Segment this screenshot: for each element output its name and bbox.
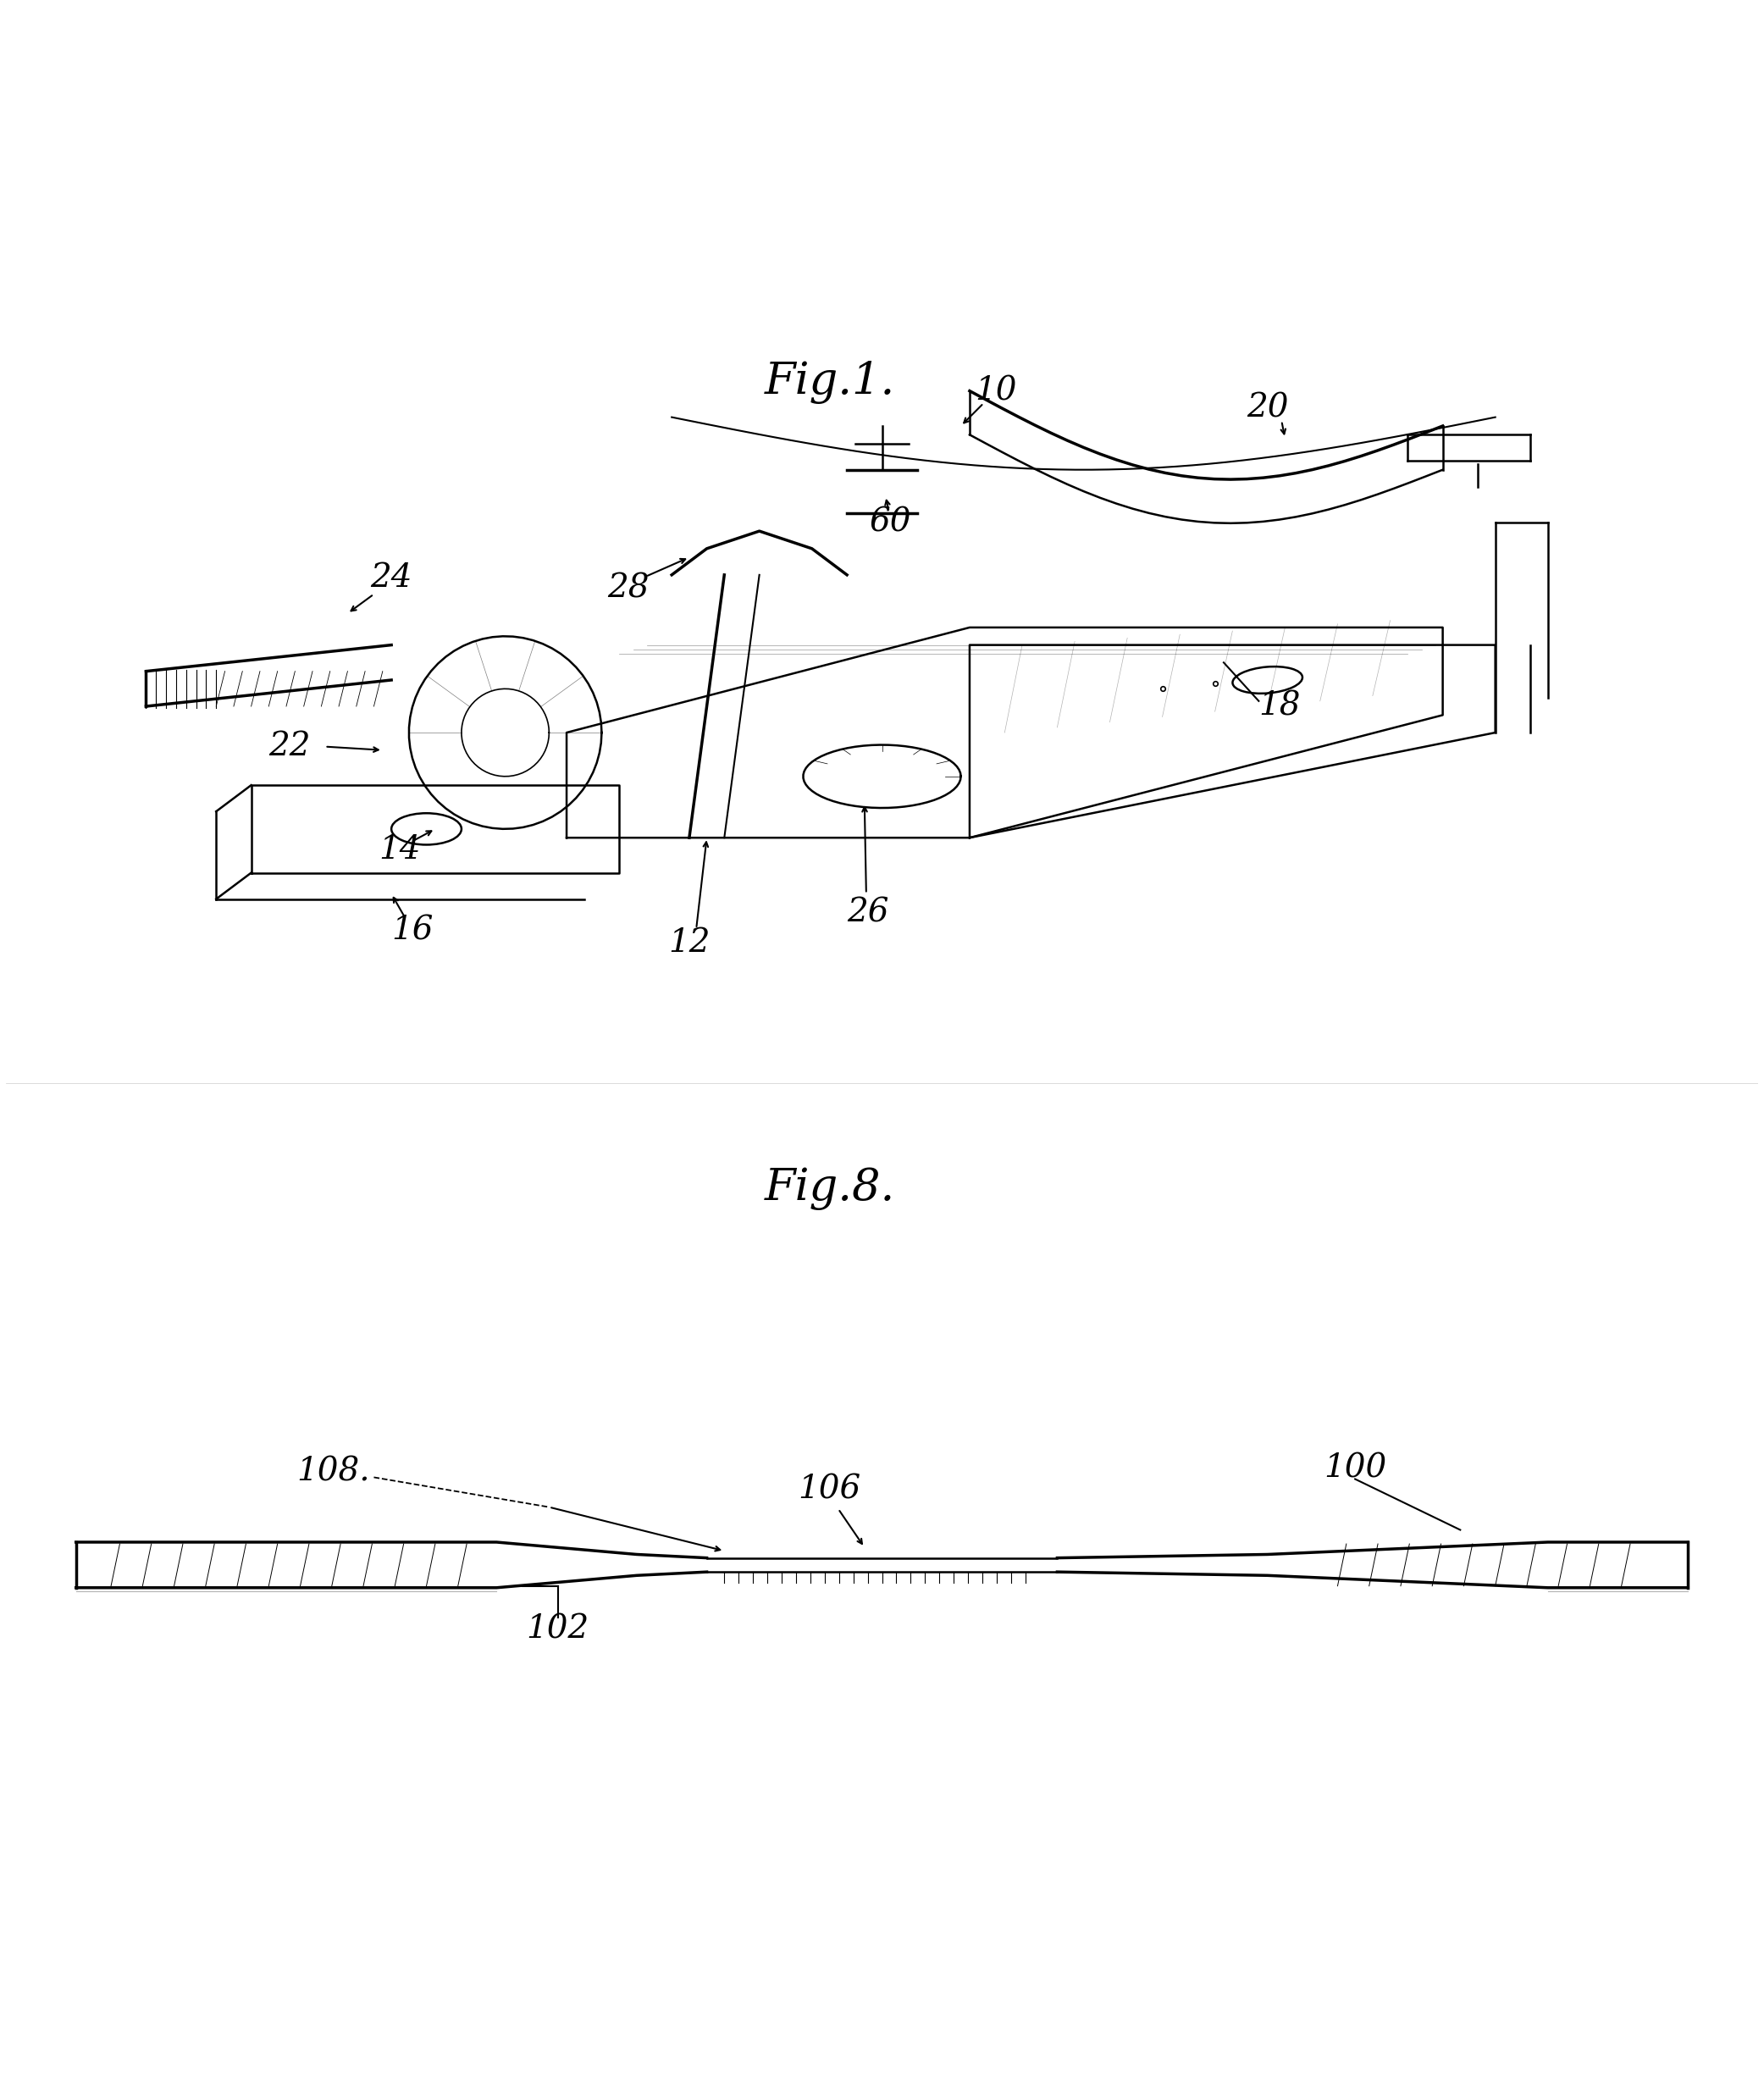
Text: 10: 10 xyxy=(975,375,1016,407)
Text: 20: 20 xyxy=(1247,392,1288,423)
Text: 108.: 108. xyxy=(296,1457,370,1488)
Text: 18: 18 xyxy=(1259,692,1300,721)
Text: 100: 100 xyxy=(1323,1453,1387,1484)
Text: 22: 22 xyxy=(268,732,310,763)
Text: 24: 24 xyxy=(370,562,413,593)
Text: 12: 12 xyxy=(669,926,711,958)
Text: Fig.1.: Fig.1. xyxy=(764,361,894,405)
Text: 26: 26 xyxy=(847,897,889,929)
Text: 28: 28 xyxy=(607,572,649,604)
Text: 102: 102 xyxy=(526,1614,589,1645)
Text: 60: 60 xyxy=(870,507,912,539)
Text: 106: 106 xyxy=(797,1473,861,1505)
Text: 16: 16 xyxy=(392,916,434,945)
Text: Fig.8.: Fig.8. xyxy=(764,1167,894,1209)
Text: 14: 14 xyxy=(379,834,422,866)
